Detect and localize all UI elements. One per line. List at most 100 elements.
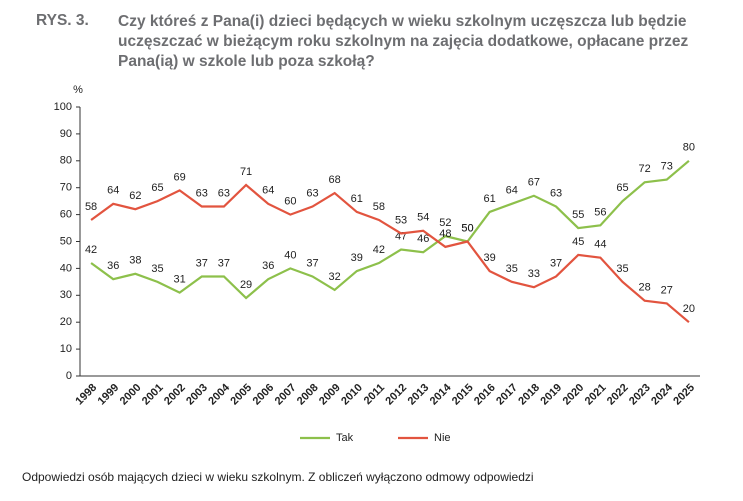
data-label: 65: [616, 182, 628, 194]
x-tick-label: 2014: [428, 381, 454, 407]
y-tick-label: 100: [54, 101, 72, 113]
data-label: 56: [594, 206, 606, 218]
data-label: 64: [107, 185, 119, 197]
data-label: 64: [506, 185, 518, 197]
y-tick-label: 40: [60, 262, 72, 274]
data-label: 69: [174, 171, 186, 183]
data-label: 37: [218, 257, 230, 269]
x-tick-label: 2003: [184, 382, 210, 408]
data-label: 44: [594, 239, 606, 251]
data-label: 50: [461, 222, 473, 234]
data-label: 36: [262, 260, 274, 272]
data-label: 67: [528, 177, 540, 189]
x-tick-label: 2013: [406, 382, 432, 408]
data-label: 55: [572, 209, 584, 221]
data-label: 61: [484, 193, 496, 205]
data-label: 52: [439, 217, 451, 229]
data-label: 48: [439, 228, 451, 240]
data-label: 35: [616, 263, 628, 275]
data-label: 37: [196, 257, 208, 269]
data-label: 31: [174, 274, 186, 286]
data-label: 50: [461, 222, 473, 234]
data-label: 28: [639, 282, 651, 294]
x-tick-label: 2004: [206, 381, 232, 407]
x-tick-label: 2022: [605, 382, 631, 408]
x-tick-label: 2023: [627, 382, 653, 408]
data-label: 65: [151, 182, 163, 194]
data-label: 27: [661, 284, 673, 296]
y-tick-label: 60: [60, 209, 72, 221]
footnote: Odpowiedzi osób mających dzieci w wieku …: [22, 470, 534, 484]
data-label: 35: [506, 263, 518, 275]
y-tick-label: 10: [60, 343, 72, 355]
legend-label: Tak: [336, 432, 354, 444]
data-label: 63: [550, 187, 562, 199]
data-label: 68: [329, 174, 341, 186]
data-label: 42: [373, 244, 385, 256]
x-tick-label: 2011: [362, 382, 387, 407]
x-tick-label: 2025: [671, 382, 697, 408]
data-label: 40: [284, 249, 296, 261]
x-tick-label: 2008: [295, 382, 321, 408]
data-label: 63: [218, 187, 230, 199]
data-label: 45: [572, 236, 584, 248]
y-tick-label: 50: [60, 235, 72, 247]
data-label: 33: [528, 268, 540, 280]
data-label: 38: [129, 255, 141, 267]
x-tick-label: 2015: [450, 382, 476, 408]
x-tick-label: 2016: [472, 382, 498, 408]
x-tick-label: 2000: [118, 382, 144, 408]
y-tick-label: 20: [60, 316, 72, 328]
x-tick-label: 2020: [561, 382, 587, 408]
y-tick-label: 30: [60, 289, 72, 301]
x-tick-label: 2024: [649, 381, 675, 407]
data-label: 60: [284, 196, 296, 208]
x-tick-label: 2006: [251, 382, 277, 408]
x-tick-label: 2007: [273, 382, 299, 408]
y-tick-label: 90: [60, 128, 72, 140]
x-tick-label: 2001: [140, 382, 166, 408]
data-label: 63: [196, 187, 208, 199]
data-label: 58: [85, 201, 97, 213]
data-label: 37: [306, 257, 318, 269]
legend-label: Nie: [434, 432, 451, 444]
x-tick-label: 2005: [228, 382, 254, 408]
data-label: 54: [417, 212, 429, 224]
data-label: 36: [107, 260, 119, 272]
data-label: 80: [683, 142, 695, 154]
x-tick-label: 2019: [538, 382, 564, 408]
x-tick-label: 2002: [162, 382, 188, 408]
x-tick-label: 1999: [96, 382, 122, 408]
data-label: 62: [129, 190, 141, 202]
y-tick-label: 0: [66, 370, 72, 382]
x-tick-label: 2010: [339, 382, 365, 408]
chart-title: Czy któreś z Pana(i) dzieci będących w w…: [118, 13, 689, 70]
x-tick-label: 2009: [317, 382, 343, 408]
x-tick-label: 2021: [583, 382, 609, 408]
x-tick-label: 1998: [73, 382, 99, 408]
y-axis-label: %: [73, 84, 83, 96]
data-label: 61: [351, 193, 363, 205]
data-label: 64: [262, 185, 274, 197]
x-tick-label: 2018: [516, 382, 542, 408]
x-tick-label: 2017: [494, 382, 520, 408]
data-label: 58: [373, 201, 385, 213]
data-label: 53: [395, 214, 407, 226]
data-label: 20: [683, 303, 695, 315]
y-tick-label: 70: [60, 182, 72, 194]
data-label: 71: [240, 166, 252, 178]
figure-label: RYS. 3.: [36, 12, 89, 29]
y-tick-label: 80: [60, 155, 72, 167]
data-label: 73: [661, 161, 673, 173]
x-tick-label: 2012: [383, 382, 409, 408]
data-label: 72: [639, 163, 651, 175]
data-label: 46: [417, 233, 429, 245]
data-label: 32: [329, 271, 341, 283]
data-label: 39: [484, 252, 496, 264]
series-line: [90, 183, 690, 324]
data-label: 39: [351, 252, 363, 264]
series-line: [90, 159, 690, 300]
data-label: 63: [306, 187, 318, 199]
